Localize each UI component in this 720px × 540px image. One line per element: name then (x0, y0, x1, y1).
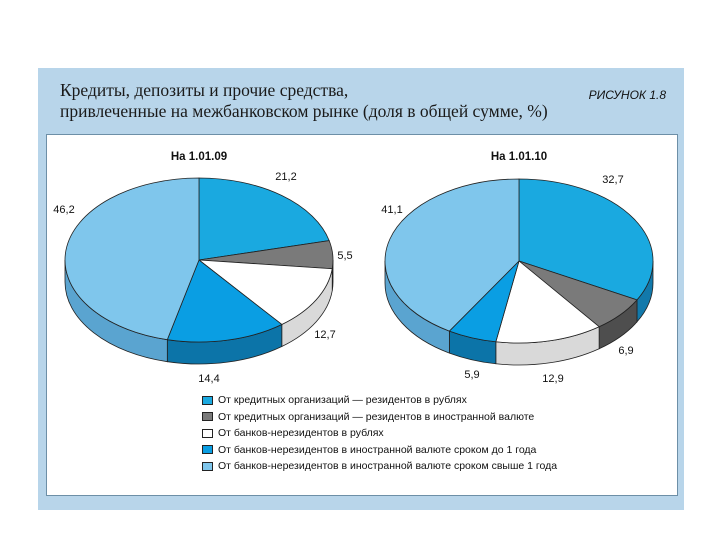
data-label-1-3: 12,7 (314, 329, 335, 341)
pie-slice-2-5 (384, 178, 520, 332)
data-label-2-1: 32,7 (602, 174, 623, 186)
legend-swatch (202, 461, 213, 471)
legend-label: От банков-нерезидентов в иностранной вал… (218, 460, 558, 473)
legend-label: От банков-нерезидентов в иностранной вал… (218, 443, 537, 456)
pie-chart-1: На 1.01.09 21,2 5,5 12,7 14,4 46,2 (53, 151, 352, 385)
legend-swatch (202, 428, 213, 438)
data-label-1-2: 5,5 (337, 250, 352, 262)
pie-slice-1-1 (198, 177, 330, 261)
data-label-1-1: 21,2 (275, 171, 296, 183)
legend-item: От кредитных организаций — резидентов в … (202, 409, 557, 426)
title-line-1: Кредиты, депозиты и прочие средства, (60, 80, 349, 100)
legend-swatch (202, 445, 213, 455)
pie-title-2: На 1.01.10 (491, 151, 547, 163)
legend: От кредитных организаций — резидентов в … (202, 392, 557, 475)
legend-item: От банков-нерезидентов в рублях (202, 425, 557, 442)
data-label-1-5: 46,2 (53, 204, 74, 216)
figure-header: Кредиты, депозиты и прочие средства, при… (46, 74, 678, 130)
figure-number: РИСУНОК 1.8 (588, 88, 666, 102)
pie-chart-2: На 1.01.10 32,7 6,9 12,9 5,9 41,1 (381, 151, 654, 385)
legend-item: От банков-нерезидентов в иностранной вал… (202, 442, 557, 459)
figure-title: Кредиты, депозиты и прочие средства, при… (60, 80, 548, 122)
legend-label: От кредитных организаций — резидентов в … (218, 410, 535, 423)
pie-slice-1-5 (64, 177, 200, 341)
legend-label: От банков-нерезидентов в рублях (218, 427, 384, 440)
pie-slice-2-1 (518, 178, 654, 301)
data-label-2-3: 12,9 (542, 373, 563, 385)
pie-slice-2-3 (495, 260, 600, 344)
data-label-2-2: 6,9 (618, 345, 633, 357)
data-label-1-4: 14,4 (198, 373, 219, 385)
legend-label: От кредитных организаций — резидентов в … (218, 394, 467, 407)
legend-swatch (202, 412, 213, 422)
data-label-2-4: 5,9 (464, 369, 479, 381)
pie-slice-1-4 (166, 259, 283, 343)
legend-item: От банков-нерезидентов в иностранной вал… (202, 458, 557, 475)
legend-swatch (202, 395, 213, 405)
legend-item: От кредитных организаций — резидентов в … (202, 392, 557, 409)
title-line-2: привлеченные на межбанковском рынке (дол… (60, 101, 548, 121)
pie-slice-1-3 (197, 259, 333, 325)
pie-title-1: На 1.01.09 (171, 151, 227, 163)
data-label-2-5: 41,1 (381, 204, 402, 216)
